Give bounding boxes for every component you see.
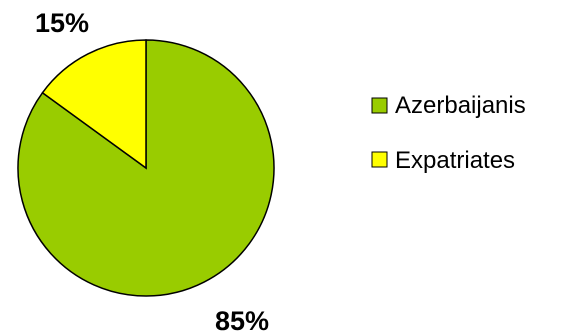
pie-slices <box>17 39 275 297</box>
slice-label-azerbaijanis: 85% <box>215 306 269 335</box>
legend-item-azerbaijanis: Azerbaijanis <box>371 92 526 119</box>
legend-swatch-azerbaijanis <box>371 97 388 114</box>
legend: Azerbaijanis Expatriates <box>371 92 526 174</box>
legend-swatch-expatriates <box>371 151 388 168</box>
slice-label-expatriates: 15% <box>35 8 89 38</box>
legend-label-expatriates: Expatriates <box>395 147 515 174</box>
legend-label-azerbaijanis: Azerbaijanis <box>395 92 526 119</box>
legend-item-expatriates: Expatriates <box>371 147 515 174</box>
pie-slice-expatriates <box>41 39 147 170</box>
